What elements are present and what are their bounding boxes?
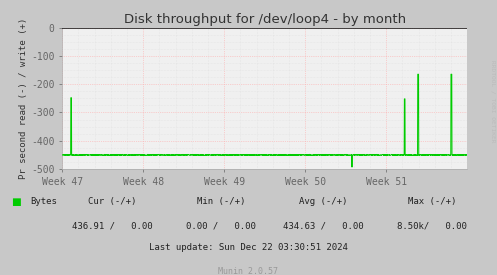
Text: 434.63 /   0.00: 434.63 / 0.00 [283,221,363,230]
Y-axis label: Pr second read (-) / write (+): Pr second read (-) / write (+) [19,18,28,179]
Text: 436.91 /   0.00: 436.91 / 0.00 [72,221,152,230]
Text: Last update: Sun Dec 22 03:30:51 2024: Last update: Sun Dec 22 03:30:51 2024 [149,243,348,252]
Title: Disk throughput for /dev/loop4 - by month: Disk throughput for /dev/loop4 - by mont… [124,13,406,26]
Text: Avg (-/+): Avg (-/+) [299,197,347,206]
Text: ■: ■ [11,197,21,207]
Text: Bytes: Bytes [30,197,57,206]
Text: RRDTOOL / TOBI OETIKER: RRDTOOL / TOBI OETIKER [491,60,496,143]
Text: 8.50k/   0.00: 8.50k/ 0.00 [398,221,467,230]
Text: Munin 2.0.57: Munin 2.0.57 [219,267,278,275]
Text: Cur (-/+): Cur (-/+) [87,197,136,206]
Text: Max (-/+): Max (-/+) [408,197,457,206]
Text: Min (-/+): Min (-/+) [197,197,246,206]
Text: 0.00 /   0.00: 0.00 / 0.00 [186,221,256,230]
